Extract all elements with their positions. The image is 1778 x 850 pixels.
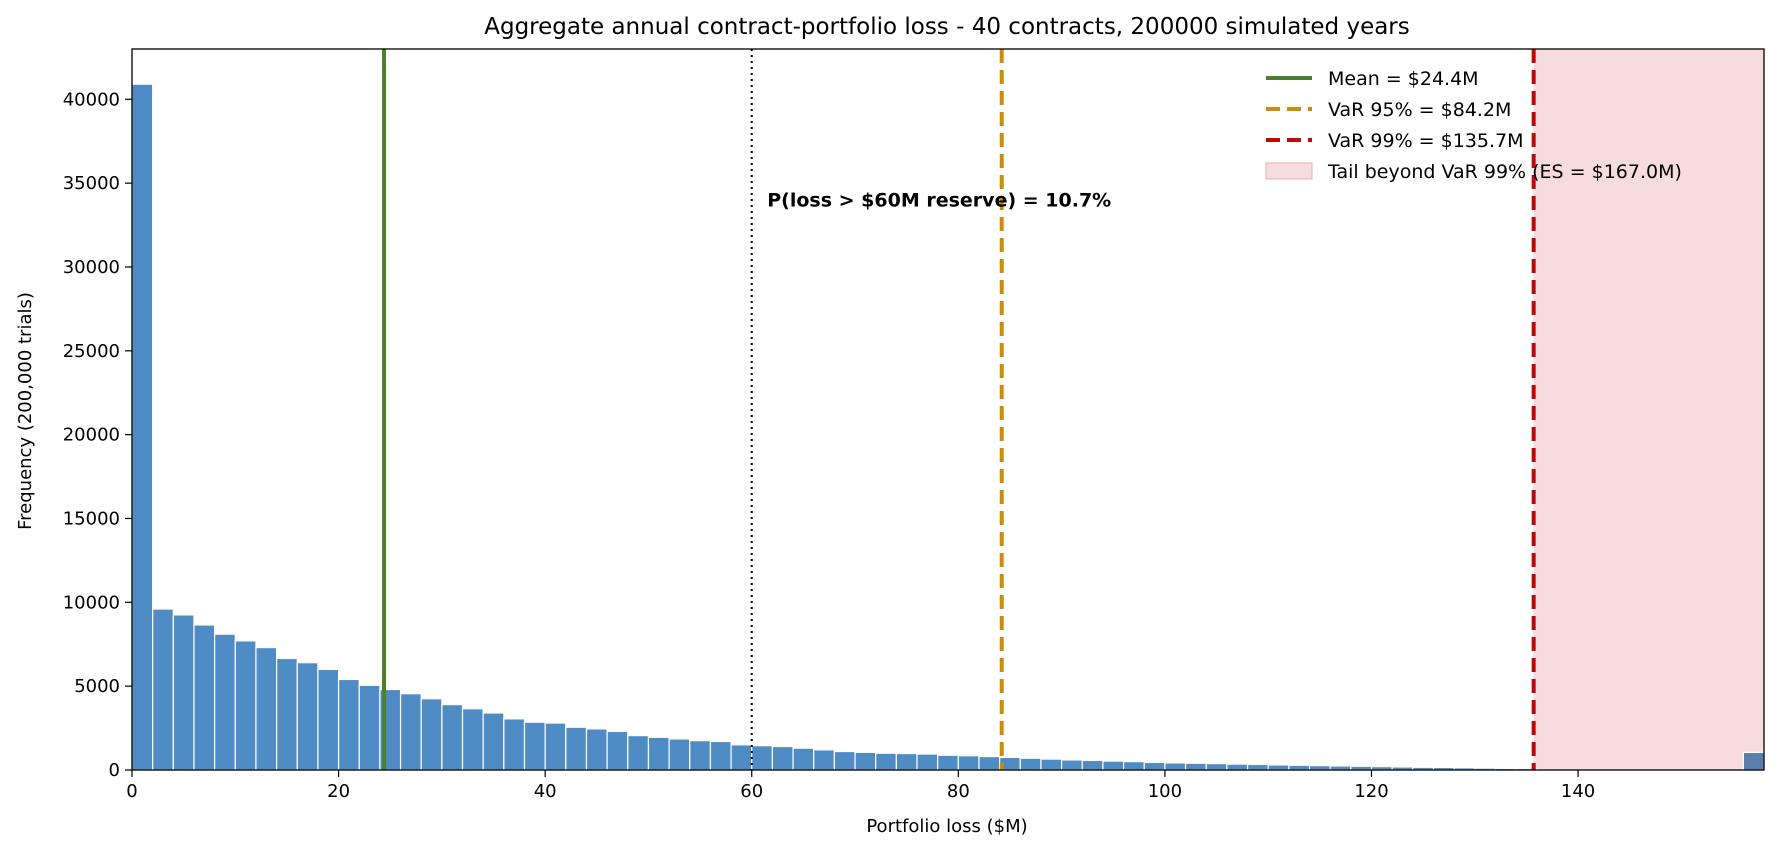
- histogram-bar: [1122, 761, 1145, 771]
- tail-region: [1533, 49, 1764, 770]
- histogram-bar: [709, 740, 732, 771]
- histogram-bar: [895, 752, 918, 771]
- histogram-bar: [585, 728, 608, 771]
- plot-area: P(loss > $60M reserve) = 10.7%: [131, 48, 1765, 771]
- histogram-bar: [1226, 763, 1249, 771]
- histogram-bar: [276, 657, 298, 771]
- histogram-bar: [1143, 761, 1166, 771]
- x-axis-label: Portfolio loss ($M): [866, 816, 1027, 837]
- plot-frame: [131, 48, 1765, 771]
- histogram-bar: [214, 633, 236, 771]
- histogram-bar: [1288, 764, 1311, 771]
- y-tick-label: 5000: [74, 676, 120, 697]
- histogram-bar: [627, 735, 650, 771]
- legend-label-mean: Mean = $24.4M: [1328, 68, 1479, 90]
- y-tick-label: 15000: [63, 508, 120, 529]
- histogram-bar: [358, 684, 381, 771]
- y-tick-label: 10000: [63, 592, 120, 613]
- histogram-bar: [193, 624, 216, 771]
- histogram-bar: [1019, 757, 1042, 771]
- y-tick-label: 30000: [63, 257, 120, 278]
- histogram-bar: [875, 752, 897, 771]
- legend: Mean = $24.4M VaR 95% = $84.2M VaR 99% = $…: [1265, 68, 1682, 183]
- histogram-bar: [1205, 763, 1228, 771]
- histogram-bar: [544, 722, 567, 771]
- histogram-bar: [978, 755, 1001, 771]
- histogram-bar: [296, 662, 319, 771]
- histogram-bar: [441, 704, 464, 771]
- histogram-bar: [957, 755, 980, 771]
- histogram-bar: [751, 745, 774, 771]
- histogram-bar: [317, 668, 340, 771]
- y-axis: 0 5000 10000 15000 20000 25000 30000 35000 40000: [63, 89, 132, 781]
- y-tick-label: 25000: [63, 341, 120, 362]
- histogram-bar: [606, 730, 629, 771]
- histogram-bar: [337, 678, 360, 771]
- histogram-bar: [523, 721, 546, 771]
- legend-label-var99: VaR 99% = $135.7M: [1328, 130, 1524, 152]
- histogram-bar: [792, 747, 815, 771]
- histogram-bar: [482, 712, 505, 771]
- histogram-bar: [152, 608, 174, 771]
- histogram-bar: [689, 740, 712, 771]
- chart-title: Aggregate annual contract-portfolio loss…: [484, 14, 1410, 40]
- y-tick-label: 0: [109, 760, 120, 781]
- reserve-probability-annotation: P(loss > $60M reserve) = 10.7%: [767, 190, 1111, 212]
- histogram-bar: [668, 738, 691, 771]
- x-tick-label: 40: [534, 781, 557, 802]
- histogram-bar: [1164, 762, 1187, 771]
- histogram-bar: [234, 640, 257, 771]
- histogram-bar: [1102, 760, 1125, 771]
- histogram-bar: [647, 736, 670, 771]
- histogram-bar: [730, 744, 753, 771]
- x-tick-label: 0: [126, 781, 137, 802]
- legend-swatch-tail: [1265, 162, 1313, 180]
- histogram-bar: [255, 646, 278, 771]
- x-tick-label: 60: [740, 781, 763, 802]
- histogram-bar: [565, 726, 588, 771]
- histogram-bar: [1040, 758, 1063, 771]
- histogram-bar: [1246, 763, 1269, 771]
- histogram-bar: [854, 751, 877, 771]
- y-tick-label: 20000: [63, 425, 120, 446]
- histogram-bar: [771, 745, 794, 771]
- histogram-bar: [131, 83, 154, 771]
- histogram-bar: [1742, 751, 1765, 771]
- histogram-bar: [172, 614, 195, 771]
- histogram-bar: [1081, 759, 1104, 771]
- x-tick-label: 100: [1148, 781, 1182, 802]
- y-axis-label: Frequency (200,000 trials): [15, 292, 36, 530]
- histogram-bar: [461, 708, 484, 771]
- y-tick-label: 35000: [63, 173, 120, 194]
- histogram-bar: [1061, 759, 1083, 771]
- histogram-bar: [833, 750, 856, 771]
- y-tick-label: 40000: [63, 89, 120, 110]
- histogram-bar: [916, 753, 939, 771]
- histogram-bar: [1308, 765, 1331, 771]
- x-tick-label: 20: [327, 781, 350, 802]
- x-tick-label: 120: [1354, 781, 1388, 802]
- legend-label-tail: Tail beyond VaR 99% (ES = $167.0M): [1327, 161, 1682, 183]
- legend-label-var95: VaR 95% = $84.2M: [1328, 99, 1511, 121]
- histogram-bar: [399, 693, 422, 771]
- histogram-bar: [937, 754, 959, 771]
- histogram-bar: [503, 718, 526, 771]
- histogram-bar: [1184, 762, 1207, 771]
- histogram-bar: [813, 749, 835, 771]
- histogram-bar: [420, 698, 443, 771]
- histogram-bar: [1267, 764, 1290, 771]
- x-axis: 0 20 40 60 80 100 120 140: [126, 770, 1595, 802]
- x-tick-label: 80: [947, 781, 970, 802]
- x-tick-label: 140: [1561, 781, 1595, 802]
